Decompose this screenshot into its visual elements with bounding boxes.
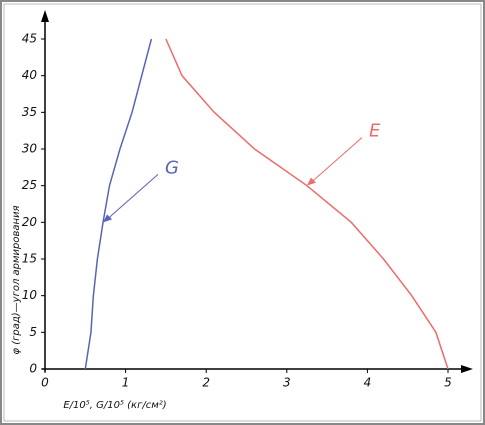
x-axis-label: E/10⁵, G/10⁵ (кг/см²) bbox=[63, 400, 166, 411]
x-tick-label: 3 bbox=[283, 376, 291, 390]
y-tick-label: 10 bbox=[22, 288, 38, 302]
x-tick-label: 4 bbox=[364, 376, 372, 390]
annotation-arrow bbox=[106, 173, 159, 220]
x-tick-label: 2 bbox=[202, 376, 210, 390]
y-tick-label: 40 bbox=[22, 68, 38, 82]
x-tick-label: 0 bbox=[41, 376, 49, 390]
series-label: G bbox=[165, 157, 179, 178]
series-line bbox=[165, 38, 449, 370]
y-tick-label: 35 bbox=[22, 105, 37, 119]
annotation-arrow bbox=[310, 137, 363, 184]
y-axis-arrow bbox=[41, 10, 49, 22]
y-tick-label: 45 bbox=[22, 32, 37, 46]
frame-inner bbox=[3, 3, 482, 422]
annotation-arrowhead bbox=[103, 214, 113, 223]
y-tick-label: 30 bbox=[22, 142, 38, 156]
y-tick-label: 5 bbox=[29, 325, 37, 339]
series-line bbox=[84, 38, 153, 370]
annotation-arrowhead bbox=[306, 177, 316, 186]
y-tick-label: 25 bbox=[22, 178, 37, 192]
x-tick-label: 5 bbox=[444, 376, 452, 390]
y-tick-label: 20 bbox=[22, 215, 38, 229]
x-axis-arrow bbox=[461, 365, 473, 373]
y-tick-label: 15 bbox=[22, 252, 37, 266]
y-tick-label: 0 bbox=[29, 362, 37, 376]
series-label: E bbox=[369, 121, 381, 142]
x-tick-label: 1 bbox=[122, 376, 130, 390]
y-axis-label: φ (град)—угол армирования bbox=[11, 205, 22, 354]
